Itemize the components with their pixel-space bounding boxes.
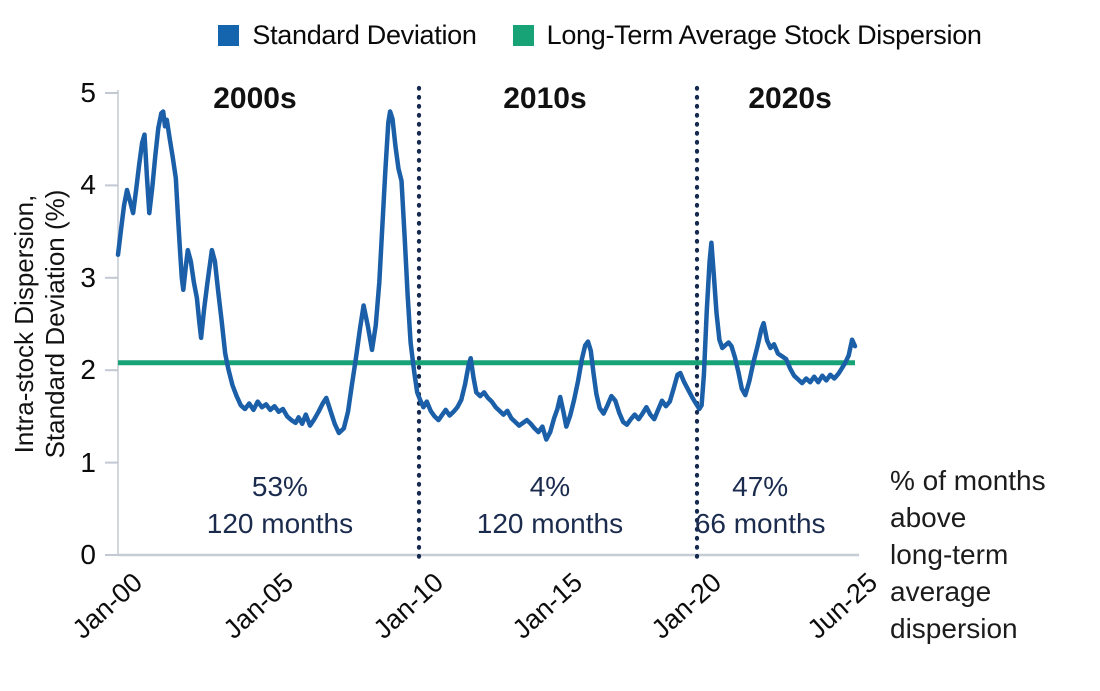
long-term-average-swatch-icon	[512, 25, 534, 46]
annotation-2000s: 53% 120 months	[207, 468, 353, 542]
side-note-line: long-term	[890, 539, 1009, 570]
side-note-line: % of months	[890, 465, 1046, 496]
y-tick-label: 0	[80, 539, 96, 570]
annotation-percent: 4%	[529, 471, 571, 502]
y-axis-title: Intra-stock Dispersion, Standard Deviati…	[9, 190, 71, 459]
side-note-line: above	[890, 502, 967, 533]
y-tick-label: 4	[80, 169, 96, 201]
y-tick-label: 1	[80, 446, 96, 478]
annotation-months: 66 months	[694, 508, 826, 539]
annotation-months: 120 months	[476, 508, 624, 539]
annotation-percent: 53%	[251, 471, 308, 502]
standard-deviation-swatch-icon	[218, 25, 240, 46]
side-note-line: dispersion	[890, 613, 1018, 644]
std-deviation-line	[115, 109, 858, 442]
legend-label: Long-Term Average Stock Dispersion	[546, 20, 982, 50]
chart-legend: Standard Deviation Long-Term Average Sto…	[100, 20, 1100, 51]
y-tick-label: 3	[80, 261, 96, 293]
annotation-2020s: 47% 66 months	[695, 468, 826, 542]
decade-label-2000s: 2000s	[213, 82, 297, 115]
legend-item-long-term-average: Long-Term Average Stock Dispersion	[512, 20, 982, 51]
side-note-line: average	[890, 576, 992, 607]
side-note: % of months above long-term average disp…	[890, 462, 1046, 647]
legend-item-standard-deviation: Standard Deviation	[218, 20, 477, 51]
y-axis-title-line-2: Standard Deviation (%)	[40, 189, 70, 459]
y-tick-label: 5	[80, 77, 96, 108]
y-tick-label: 2	[80, 354, 96, 386]
decade-label-2020s: 2020s	[748, 82, 832, 115]
annotation-2010s: 4% 120 months	[477, 468, 623, 542]
legend-label: Standard Deviation	[252, 20, 477, 50]
decade-label-2010s: 2010s	[503, 82, 587, 115]
y-axis-title-line-1: Intra-stock Dispersion,	[9, 194, 39, 454]
annotation-months: 120 months	[206, 508, 354, 539]
annotation-percent: 47%	[732, 471, 789, 502]
